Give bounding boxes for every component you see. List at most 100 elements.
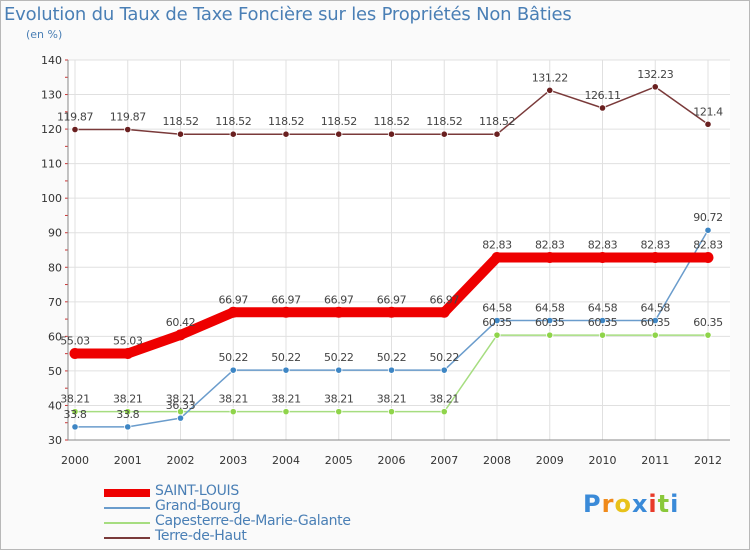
- data-point-capesterre-de-marie-galante-2011: [651, 331, 659, 339]
- data-label-grand-bourg-2008: 64.58: [482, 302, 512, 315]
- data-point-terre-de-haut-2004: [282, 130, 290, 138]
- data-label-grand-bourg-2009: 64.58: [535, 302, 565, 315]
- legend-label-saint-louis: SAINT-LOUIS: [155, 483, 239, 499]
- x-tick-label-2001: 2001: [114, 454, 142, 467]
- data-label-grand-bourg-2004: 50.22: [271, 351, 301, 364]
- data-label-capesterre-de-marie-galante-2012: 60.35: [693, 316, 723, 329]
- data-label-capesterre-de-marie-galante-2001: 38.21: [113, 393, 143, 406]
- data-point-terre-de-haut-2011: [651, 83, 659, 91]
- data-label-saint-louis-2011: 82.83: [641, 238, 671, 251]
- data-label-saint-louis-2006: 66.97: [377, 293, 407, 306]
- data-point-saint-louis-2011: [649, 251, 661, 263]
- logo-letter: i: [648, 490, 658, 518]
- data-label-grand-bourg-2005: 50.22: [324, 351, 354, 364]
- data-point-grand-bourg-2002: [176, 414, 185, 422]
- y-tick-label-110: 110: [41, 158, 62, 171]
- y-tick-label-100: 100: [41, 192, 62, 205]
- data-point-grand-bourg-2003: [229, 366, 237, 374]
- data-label-saint-louis-2000: 55.03: [60, 335, 90, 348]
- data-label-saint-louis-2001: 55.03: [113, 335, 143, 348]
- x-tick-label-2002: 2002: [167, 454, 195, 467]
- data-point-saint-louis-2002: [175, 329, 186, 341]
- data-label-capesterre-de-marie-galante-2007: 38.21: [430, 393, 460, 406]
- data-point-grand-bourg-2006: [387, 366, 396, 374]
- y-tick-label-30: 30: [48, 434, 62, 447]
- data-label-saint-louis-2003: 66.97: [219, 293, 249, 306]
- data-label-terre-de-haut-2006: 118.52: [373, 115, 409, 128]
- data-label-saint-louis-2009: 82.83: [535, 238, 565, 251]
- x-tick-label-2012: 2012: [694, 454, 722, 467]
- data-label-saint-louis-2012: 82.83: [693, 238, 723, 251]
- data-point-saint-louis-2003: [227, 306, 239, 318]
- y-tick-label-60: 60: [48, 330, 62, 343]
- data-label-capesterre-de-marie-galante-2008: 60.35: [482, 316, 512, 329]
- data-label-capesterre-de-marie-galante-2009: 60.35: [535, 316, 565, 329]
- data-label-grand-bourg-2002: 36.33: [166, 399, 196, 412]
- y-tick-label-120: 120: [41, 123, 62, 136]
- data-label-saint-louis-2002: 60.42: [166, 316, 196, 329]
- data-point-capesterre-de-marie-galante-2008: [493, 331, 501, 339]
- data-point-grand-bourg-2004: [282, 366, 290, 374]
- x-tick-label-2011: 2011: [641, 454, 669, 467]
- data-point-capesterre-de-marie-galante-2006: [387, 408, 396, 416]
- data-point-grand-bourg-2010: [598, 316, 607, 325]
- y-tick-label-50: 50: [48, 365, 62, 378]
- data-label-grand-bourg-2001: 33.8: [116, 408, 139, 421]
- legend-swatch-grand-bourg: [104, 507, 150, 509]
- data-label-saint-louis-2005: 66.97: [324, 293, 354, 306]
- data-point-grand-bourg-2012: [704, 226, 712, 234]
- data-point-saint-louis-2012: [702, 251, 714, 263]
- data-label-grand-bourg-2012: 90.72: [693, 211, 723, 224]
- data-point-saint-louis-2009: [544, 251, 556, 263]
- data-label-capesterre-de-marie-galante-2003: 38.21: [219, 393, 249, 406]
- data-label-grand-bourg-2007: 50.22: [430, 351, 460, 364]
- data-point-terre-de-haut-2002: [176, 130, 185, 138]
- x-tick-label-2008: 2008: [483, 454, 511, 467]
- data-point-saint-louis-2005: [333, 306, 345, 318]
- legend-swatch-terre-de-haut: [104, 537, 150, 539]
- x-tick-label-2010: 2010: [589, 454, 617, 467]
- legend-label-capesterre: Capesterre-de-Marie-Galante: [155, 513, 351, 529]
- data-label-terre-de-haut-2009: 131.22: [532, 71, 568, 84]
- data-point-saint-louis-2006: [386, 306, 397, 318]
- data-label-terre-de-haut-2010: 126.11: [584, 89, 620, 102]
- data-label-terre-de-haut-2007: 118.52: [426, 115, 462, 128]
- plot-area: [68, 60, 730, 440]
- data-point-grand-bourg-2009: [546, 316, 554, 325]
- x-tick-label-2005: 2005: [325, 454, 353, 467]
- data-point-saint-louis-2010: [597, 251, 608, 263]
- data-point-capesterre-de-marie-galante-2012: [704, 331, 712, 339]
- data-label-grand-bourg-2003: 50.22: [219, 351, 249, 364]
- data-label-capesterre-de-marie-galante-2004: 38.21: [271, 393, 301, 406]
- y-tick-label-40: 40: [48, 399, 62, 412]
- data-label-terre-de-haut-2003: 118.52: [215, 115, 251, 128]
- data-label-grand-bourg-2000: 33.8: [64, 408, 87, 421]
- data-label-capesterre-de-marie-galante-2011: 60.35: [641, 316, 671, 329]
- data-point-grand-bourg-2005: [335, 366, 343, 374]
- data-point-capesterre-de-marie-galante-2010: [598, 331, 607, 339]
- legend-swatch-capesterre: [104, 522, 150, 524]
- data-label-terre-de-haut-2008: 118.52: [479, 115, 515, 128]
- data-point-capesterre-de-marie-galante-2000: [71, 408, 79, 416]
- logo-letter: o: [614, 490, 632, 518]
- data-point-saint-louis-2008: [491, 251, 503, 263]
- data-point-saint-louis-2000: [69, 348, 81, 360]
- data-point-terre-de-haut-2000: [71, 125, 79, 134]
- data-point-capesterre-de-marie-galante-2004: [282, 408, 290, 416]
- data-point-grand-bourg-2011: [651, 316, 659, 325]
- data-point-capesterre-de-marie-galante-2001: [124, 408, 132, 416]
- data-point-terre-de-haut-2009: [546, 86, 554, 94]
- data-label-terre-de-haut-2004: 118.52: [268, 115, 304, 128]
- data-point-terre-de-haut-2005: [335, 130, 343, 138]
- data-point-saint-louis-2004: [280, 306, 292, 318]
- data-label-terre-de-haut-2002: 118.52: [162, 115, 198, 128]
- data-label-saint-louis-2004: 66.97: [271, 293, 301, 306]
- data-label-capesterre-de-marie-galante-2005: 38.21: [324, 393, 354, 406]
- x-tick-label-2009: 2009: [536, 454, 564, 467]
- data-label-terre-de-haut-2000: 119.87: [57, 111, 93, 124]
- legend-swatch-saint-louis: [104, 489, 150, 497]
- x-tick-label-2006: 2006: [378, 454, 406, 467]
- data-point-saint-louis-2007: [438, 306, 450, 318]
- data-point-capesterre-de-marie-galante-2007: [440, 408, 448, 416]
